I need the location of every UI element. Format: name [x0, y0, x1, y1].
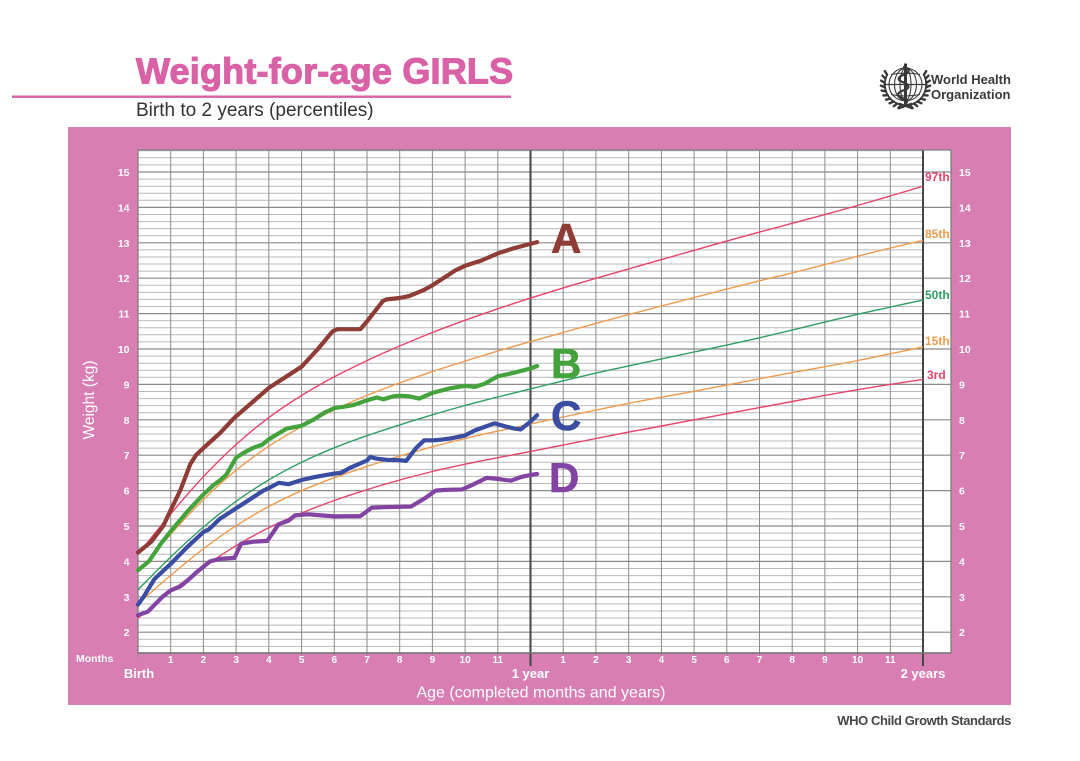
svg-text:3: 3 — [959, 592, 965, 604]
svg-text:5: 5 — [959, 521, 965, 533]
svg-text:15: 15 — [959, 167, 971, 179]
svg-text:11: 11 — [959, 309, 970, 321]
svg-text:7: 7 — [757, 655, 763, 666]
svg-text:2: 2 — [959, 627, 965, 639]
svg-text:4: 4 — [959, 556, 965, 568]
svg-text:10: 10 — [118, 344, 130, 356]
svg-text:5: 5 — [124, 521, 130, 533]
svg-text:10: 10 — [852, 655, 864, 666]
svg-text:Birth: Birth — [124, 666, 154, 681]
svg-text:B: B — [551, 340, 581, 387]
svg-text:12: 12 — [118, 273, 130, 285]
svg-text:12: 12 — [959, 273, 971, 285]
svg-text:1: 1 — [168, 655, 174, 666]
svg-text:4: 4 — [659, 655, 665, 666]
svg-text:A: A — [551, 215, 581, 262]
svg-text:10: 10 — [959, 344, 971, 356]
svg-text:1 year: 1 year — [512, 666, 550, 681]
svg-text:2 years: 2 years — [901, 666, 946, 681]
svg-text:97th: 97th — [925, 170, 950, 184]
svg-text:WHO Child Growth Standards: WHO Child Growth Standards — [837, 713, 1011, 728]
svg-text:9: 9 — [822, 655, 828, 666]
svg-text:1: 1 — [560, 655, 566, 666]
svg-text:D: D — [549, 454, 579, 501]
svg-text:Organization: Organization — [931, 87, 1011, 102]
svg-text:85th: 85th — [925, 227, 950, 241]
svg-text:Months: Months — [76, 653, 113, 665]
svg-text:9: 9 — [430, 655, 436, 666]
svg-text:Birth to 2 years (percentiles): Birth to 2 years (percentiles) — [136, 100, 374, 121]
svg-text:Weight (kg): Weight (kg) — [81, 361, 98, 440]
svg-text:3: 3 — [626, 655, 632, 666]
svg-text:11: 11 — [885, 655, 896, 666]
svg-text:6: 6 — [124, 486, 130, 498]
svg-text:C: C — [551, 392, 581, 439]
svg-text:2: 2 — [593, 655, 599, 666]
svg-text:11: 11 — [118, 309, 129, 321]
svg-text:10: 10 — [460, 655, 472, 666]
svg-text:14: 14 — [118, 202, 130, 214]
svg-text:9: 9 — [124, 379, 130, 391]
svg-text:9: 9 — [959, 379, 965, 391]
svg-text:8: 8 — [789, 655, 795, 666]
svg-text:2: 2 — [201, 655, 207, 666]
svg-text:13: 13 — [118, 238, 130, 250]
svg-text:7: 7 — [124, 450, 130, 462]
svg-text:4: 4 — [124, 556, 130, 568]
svg-text:2: 2 — [124, 627, 130, 639]
svg-text:3: 3 — [233, 655, 239, 666]
svg-text:50th: 50th — [925, 288, 950, 302]
svg-text:7: 7 — [364, 655, 370, 666]
svg-text:8: 8 — [959, 415, 965, 427]
svg-text:World Health: World Health — [931, 72, 1011, 87]
svg-text:Weight-for-age GIRLS: Weight-for-age GIRLS — [136, 51, 513, 92]
svg-text:7: 7 — [959, 450, 965, 462]
svg-text:5: 5 — [691, 655, 697, 666]
svg-text:5: 5 — [299, 655, 305, 666]
svg-text:14: 14 — [959, 202, 971, 214]
svg-text:Age (completed months and year: Age (completed months and years) — [416, 685, 665, 702]
svg-text:13: 13 — [959, 238, 971, 250]
svg-text:8: 8 — [397, 655, 403, 666]
svg-text:6: 6 — [332, 655, 338, 666]
svg-text:15: 15 — [118, 167, 130, 179]
svg-text:4: 4 — [266, 655, 272, 666]
svg-text:11: 11 — [493, 655, 504, 666]
svg-text:3: 3 — [124, 592, 130, 604]
svg-text:15th: 15th — [925, 334, 950, 348]
svg-text:8: 8 — [124, 415, 130, 427]
svg-text:6: 6 — [959, 486, 965, 498]
svg-text:3rd: 3rd — [927, 368, 946, 382]
svg-text:6: 6 — [724, 655, 730, 666]
